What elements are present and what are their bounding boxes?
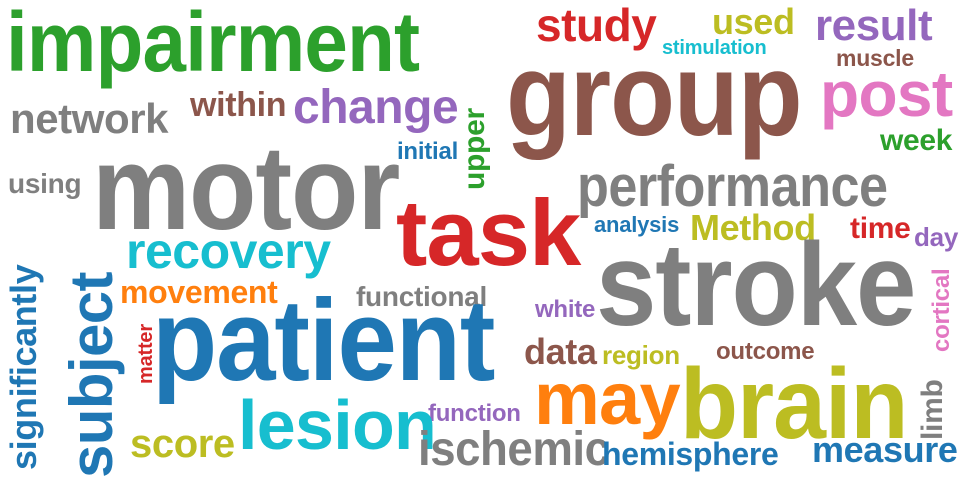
- word-function: function: [428, 400, 521, 427]
- word-study: study: [536, 0, 657, 51]
- word-data: data: [524, 331, 597, 372]
- word-score: score: [130, 422, 235, 466]
- word-using: using: [8, 168, 82, 199]
- word-post: post: [820, 58, 953, 130]
- word-analysis: analysis: [594, 212, 680, 237]
- word-movement: movement: [120, 274, 278, 310]
- word-used: used: [712, 1, 795, 42]
- word-upper: upper: [458, 108, 491, 190]
- word-significantly: significantly: [3, 264, 44, 470]
- word-muscle: muscle: [836, 45, 914, 71]
- word-method: Method: [690, 207, 816, 248]
- word-patient: patient: [152, 275, 495, 405]
- word-result: result: [815, 1, 933, 50]
- word-functional: functional: [356, 281, 487, 312]
- word-performance: performance: [577, 154, 888, 219]
- word-change: change: [293, 81, 459, 134]
- word-may: may: [534, 357, 681, 440]
- word-lesion: lesion: [238, 386, 437, 464]
- word-measure: measure: [812, 429, 958, 470]
- word-stimulation: stimulation: [662, 37, 767, 59]
- word-task: task: [396, 180, 581, 285]
- word-stroke: stroke: [596, 219, 916, 351]
- word-subject: subject: [58, 272, 125, 478]
- word-hemisphere: hemisphere: [602, 436, 779, 472]
- word-cortical: cortical: [928, 268, 955, 352]
- word-week: week: [880, 124, 953, 157]
- word-ischemic: ischemic: [418, 423, 610, 476]
- word-initial: initial: [397, 138, 458, 165]
- word-recovery: recovery: [126, 223, 331, 279]
- word-network: network: [10, 95, 169, 142]
- word-within: within: [190, 86, 287, 124]
- word-motor: motor: [92, 121, 400, 255]
- word-white: white: [535, 296, 596, 323]
- word-region: region: [602, 340, 680, 370]
- word-group: group: [506, 29, 803, 161]
- word-outcome: outcome: [716, 338, 815, 365]
- word-brain: brain: [680, 348, 908, 460]
- word-time: time: [850, 212, 911, 245]
- word-day: day: [914, 222, 959, 252]
- word-impairment: impairment: [6, 0, 420, 89]
